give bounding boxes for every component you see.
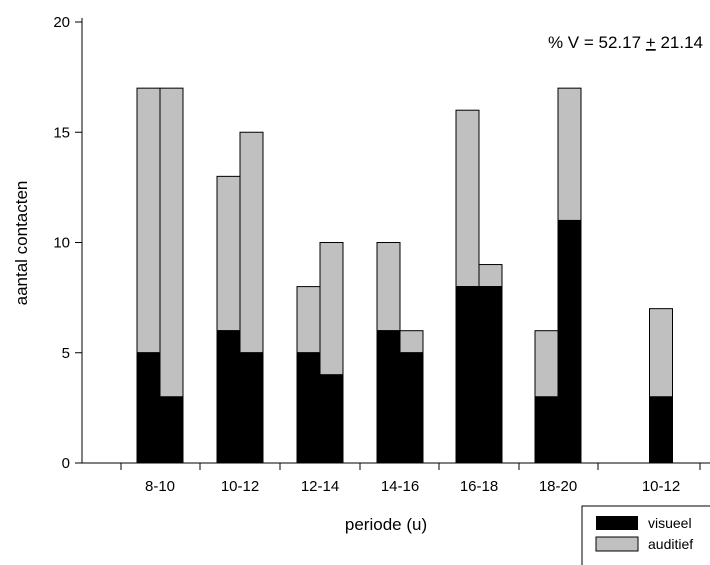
- bar-segment-auditief: [376, 242, 401, 332]
- bar-segment-auditief: [455, 109, 480, 288]
- y-tick-label: 0: [62, 455, 70, 472]
- bar-segment-auditief: [319, 242, 344, 376]
- legend-label-visueel: visueel: [648, 515, 692, 531]
- bar-segment-auditief: [649, 308, 673, 398]
- bar-segment-auditief: [136, 87, 161, 354]
- x-tick-label: 8-10: [145, 478, 175, 495]
- y-axis-title: aantal contacten: [12, 181, 31, 306]
- x-tick-label: 10-12: [642, 478, 680, 495]
- y-axis: 0 5 10 15 20: [53, 14, 83, 472]
- legend: visueel auditief: [581, 505, 710, 565]
- legend-swatch-auditief: [595, 536, 639, 552]
- bar-segment-auditief: [216, 175, 241, 332]
- x-tick-label: 14-16: [381, 478, 419, 495]
- bar-segment-visueel: [159, 396, 184, 464]
- legend-swatch-visueel: [596, 516, 638, 530]
- bar-segment-visueel: [478, 286, 503, 464]
- bar-segment-visueel: [136, 352, 161, 464]
- y-tick-label: 10: [53, 235, 70, 252]
- bar-segment-auditief: [478, 264, 503, 288]
- annotation-suffix: 21.14: [656, 33, 703, 52]
- x-tick-label: 10-12: [221, 478, 259, 495]
- x-axis: 8-10 10-12 12-14 14-16 16-18 18-20 10-12: [82, 462, 710, 495]
- bar-segment-visueel: [296, 352, 321, 464]
- annotation-prefix: % V = 52.17: [548, 33, 646, 52]
- bar-segment-visueel: [216, 330, 241, 464]
- bar-segment-auditief: [239, 131, 264, 354]
- x-tick-label: 16-18: [460, 478, 498, 495]
- bar-segment-visueel: [557, 219, 582, 464]
- bar-segment-visueel: [376, 330, 401, 464]
- bar-segment-visueel: [399, 352, 424, 464]
- annotation-pm: +: [646, 33, 656, 52]
- legend-label-auditief: auditief: [648, 536, 693, 552]
- y-tick-label: 20: [53, 14, 70, 31]
- bar-segment-visueel: [649, 396, 673, 464]
- bar-segment-visueel: [455, 286, 480, 464]
- bar-segment-visueel: [534, 396, 559, 464]
- bar-segment-auditief: [159, 87, 184, 398]
- y-tick-label: 15: [53, 124, 70, 141]
- bar-segment-auditief: [296, 286, 321, 354]
- y-tick-label: 5: [62, 345, 70, 362]
- x-axis-title: periode (u): [345, 515, 427, 534]
- x-tick-label: 12-14: [301, 478, 339, 495]
- x-tick-label: 18-20: [539, 478, 577, 495]
- legend-frame: [581, 505, 710, 565]
- bar-segment-auditief: [399, 330, 424, 354]
- variance-annotation: % V = 52.17 + 21.14: [548, 33, 703, 52]
- bar-area: [136, 87, 673, 464]
- bar-segment-auditief: [534, 330, 559, 398]
- bar-segment-visueel: [239, 352, 264, 464]
- bar-segment-visueel: [319, 374, 344, 464]
- bar-segment-auditief: [557, 87, 582, 221]
